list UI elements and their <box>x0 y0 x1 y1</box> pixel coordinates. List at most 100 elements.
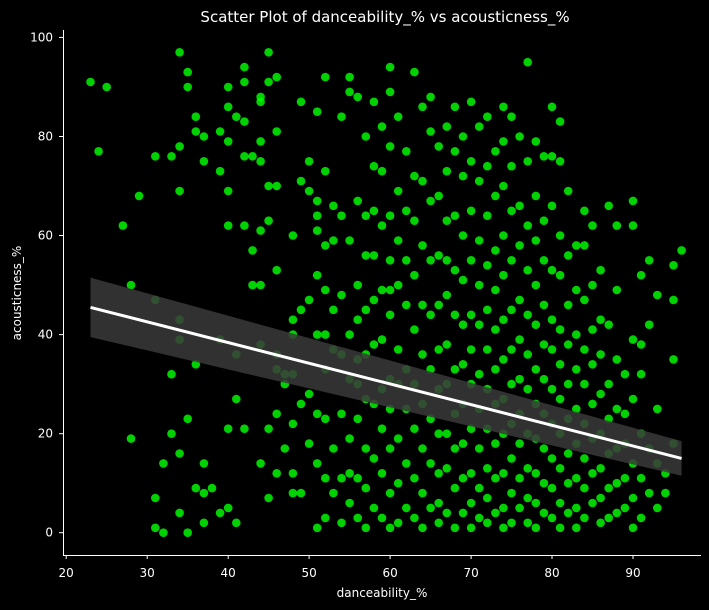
data-point <box>418 488 427 498</box>
data-point <box>555 117 565 126</box>
data-point <box>312 459 322 468</box>
data-point <box>669 295 678 305</box>
data-point <box>312 523 322 533</box>
data-point <box>321 330 330 339</box>
data-point <box>223 82 233 92</box>
data-point <box>248 152 257 161</box>
data-point <box>264 424 273 434</box>
data-point <box>410 513 419 523</box>
data-point <box>264 493 273 503</box>
data-point <box>499 355 508 364</box>
data-point <box>393 478 403 488</box>
data-point <box>191 112 201 121</box>
data-point <box>596 350 605 359</box>
confidence-band-layer <box>90 277 682 476</box>
data-point <box>555 360 565 369</box>
data-point <box>555 157 565 166</box>
data-point <box>312 226 322 235</box>
data-point <box>539 478 549 488</box>
data-point <box>523 464 532 473</box>
data-point <box>402 147 411 156</box>
data-point <box>547 265 557 275</box>
data-point <box>483 493 492 503</box>
data-point <box>353 414 363 424</box>
data-point <box>515 374 524 384</box>
data-point <box>369 251 379 260</box>
data-point <box>588 498 597 508</box>
data-point <box>483 211 492 220</box>
data-point <box>466 97 476 107</box>
data-point <box>547 513 557 523</box>
data-point <box>337 290 346 300</box>
data-point <box>515 295 524 305</box>
data-point <box>636 473 646 483</box>
data-point <box>369 340 379 349</box>
data-point <box>612 221 622 230</box>
data-point <box>491 246 500 255</box>
data-point <box>288 488 298 498</box>
data-point <box>555 325 565 334</box>
data-point <box>377 424 387 434</box>
data-point <box>126 434 136 443</box>
data-point <box>410 424 419 434</box>
data-point <box>385 488 395 498</box>
data-point <box>215 508 225 518</box>
data-point <box>353 92 363 102</box>
data-point <box>531 365 541 374</box>
data-point <box>418 176 427 186</box>
data-point <box>628 394 638 404</box>
data-point <box>312 330 322 339</box>
data-point <box>539 374 549 384</box>
data-point <box>426 127 435 136</box>
x-tick-label: 50 <box>301 566 316 580</box>
data-point <box>636 270 646 280</box>
data-point <box>385 255 395 265</box>
data-point <box>369 503 379 513</box>
data-point <box>588 221 597 230</box>
data-point <box>199 157 209 166</box>
data-point <box>531 280 541 290</box>
data-point <box>507 112 516 121</box>
data-point <box>159 528 168 537</box>
data-point <box>312 409 322 419</box>
data-point <box>442 508 452 518</box>
data-point <box>304 186 314 196</box>
data-point <box>515 473 524 483</box>
data-point <box>240 424 249 434</box>
data-point <box>555 231 565 240</box>
data-point <box>547 152 557 161</box>
data-point <box>151 523 160 533</box>
data-point <box>361 523 371 533</box>
data-point <box>572 404 581 414</box>
data-point <box>555 464 565 473</box>
data-point <box>183 82 192 92</box>
data-point <box>596 265 605 275</box>
data-point <box>426 503 435 513</box>
data-point <box>483 464 492 473</box>
data-point <box>466 157 476 166</box>
data-point <box>483 345 492 354</box>
data-point <box>547 102 557 112</box>
data-point <box>256 459 265 468</box>
data-point <box>402 503 411 513</box>
data-point <box>653 503 662 513</box>
data-point <box>515 201 524 211</box>
data-point <box>644 255 654 265</box>
data-point <box>572 503 581 513</box>
data-point <box>321 473 330 483</box>
data-point <box>588 280 597 290</box>
data-point <box>458 171 468 181</box>
data-point <box>450 147 460 156</box>
data-point <box>410 473 419 483</box>
data-point <box>175 186 184 196</box>
data-point <box>499 137 508 146</box>
data-point <box>653 290 662 300</box>
data-point <box>507 161 516 171</box>
data-point <box>264 216 273 225</box>
data-point <box>636 513 646 523</box>
data-point <box>474 513 484 523</box>
data-point <box>523 221 532 230</box>
data-point <box>223 137 233 146</box>
data-point <box>450 444 460 453</box>
data-point <box>329 236 338 245</box>
